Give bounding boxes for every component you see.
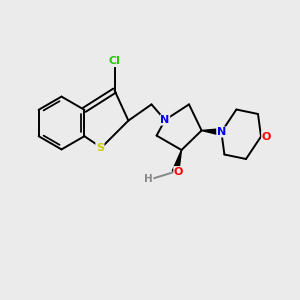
Text: Cl: Cl	[109, 56, 121, 67]
Text: N: N	[217, 127, 226, 137]
Text: O: O	[174, 167, 183, 177]
Text: H: H	[144, 173, 153, 184]
Polygon shape	[202, 129, 222, 135]
Text: N: N	[160, 115, 169, 125]
Text: S: S	[96, 142, 104, 153]
Text: O: O	[262, 131, 271, 142]
Polygon shape	[172, 150, 182, 172]
